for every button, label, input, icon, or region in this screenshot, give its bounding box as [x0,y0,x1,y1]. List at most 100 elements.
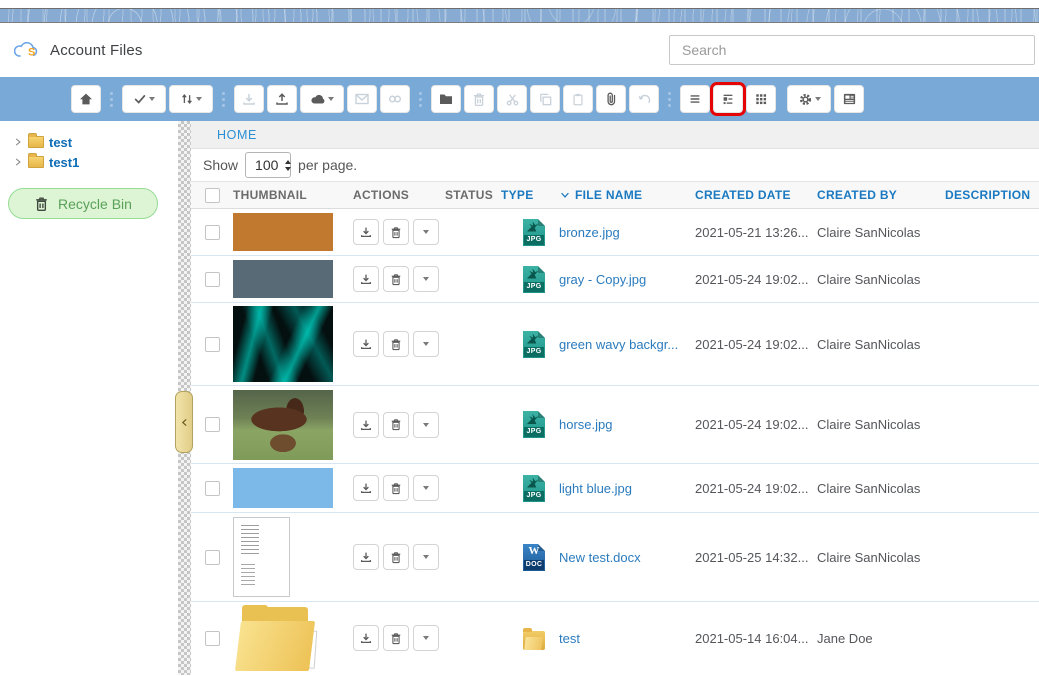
select-all-checkbox[interactable] [205,187,220,203]
sidebar-collapse-handle[interactable] [175,391,193,453]
link-button[interactable] [380,85,410,113]
cut-button[interactable] [497,85,527,113]
row-checkbox[interactable] [205,480,220,496]
file-thumbnail[interactable] [233,517,290,597]
row-more-button[interactable] [413,266,439,292]
breadcrumb-home[interactable]: HOME [217,127,257,142]
row-download-button[interactable] [353,625,379,651]
folder-tree-label[interactable]: test1 [49,154,80,170]
file-name-link[interactable]: horse.jpg [559,417,613,432]
row-download-button[interactable] [353,544,379,570]
file-name-link[interactable]: green wavy backgr... [559,336,679,352]
sidebar-splitter[interactable] [175,121,193,675]
row-more-button[interactable] [413,544,439,570]
file-thumbnail[interactable] [233,306,333,382]
file-name-link[interactable]: New test.docx [559,549,641,565]
recycle-bin-label: Recycle Bin [58,195,132,212]
chevron-left-icon [181,418,187,426]
row-checkbox[interactable] [205,549,220,565]
chevron-down-icon [423,486,429,490]
folder-icon [28,153,44,168]
row-download-button[interactable] [353,475,379,501]
file-name-link[interactable]: test [559,630,580,646]
row-checkbox[interactable] [205,417,220,432]
table-row: JPG gray - Copy.jpg 2021-05-24 19:02... … [191,256,1039,303]
file-thumbnail[interactable] [233,389,333,460]
detail-list-view-button[interactable] [713,85,743,113]
email-button[interactable] [347,85,377,113]
file-name-link[interactable]: bronze.jpg [559,224,620,240]
row-delete-button[interactable] [383,331,409,357]
delete-button[interactable] [464,85,494,113]
row-download-button[interactable] [353,219,379,245]
sidebar-item-test1[interactable]: test1 [0,152,178,172]
copy-icon [539,93,551,105]
row-checkbox[interactable] [205,336,220,352]
page-size-input[interactable]: 100 [245,152,292,178]
home-button[interactable] [71,85,101,113]
upload-button[interactable] [267,85,297,113]
row-more-button[interactable] [413,625,439,651]
folder-icon [440,94,452,104]
column-header-created-by[interactable]: CREATED BY [817,188,898,202]
row-checkbox[interactable] [205,271,220,287]
trash-icon [474,92,484,106]
file-thumbnail[interactable] [233,260,333,298]
paste-button[interactable] [563,85,593,113]
row-more-button[interactable] [413,219,439,245]
page-size-stepper[interactable] [285,159,292,171]
row-delete-button[interactable] [383,475,409,501]
undo-button[interactable] [629,85,659,113]
file-thumbnail[interactable] [233,213,333,251]
cloud-dropdown-button[interactable] [300,85,344,113]
row-checkbox[interactable] [205,630,220,646]
folder-type-icon [523,627,545,650]
row-download-button[interactable] [353,411,379,438]
row-checkbox[interactable] [205,224,220,240]
recycle-bin-button[interactable]: Recycle Bin [8,188,158,219]
folder-tree-label[interactable]: test [49,134,73,150]
row-download-button[interactable] [353,331,379,357]
new-folder-button[interactable] [431,85,461,113]
row-delete-button[interactable] [383,625,409,651]
sort-arrows-icon [182,94,192,104]
row-more-button[interactable] [413,411,439,438]
card-view-button[interactable] [834,85,864,113]
row-delete-button[interactable] [383,544,409,570]
breadcrumb: HOME [191,121,1039,149]
stepper-up-icon[interactable] [285,159,292,164]
column-header-file-name[interactable]: FILE NAME [559,188,695,202]
row-delete-button[interactable] [383,219,409,245]
copy-button[interactable] [530,85,560,113]
sidebar-item-test[interactable]: test [0,132,178,152]
row-delete-button[interactable] [383,266,409,292]
trash-icon [391,551,401,563]
settings-dropdown-button[interactable] [787,85,831,113]
attach-button[interactable] [596,85,626,113]
column-header-created-date[interactable]: CREATED DATE [695,188,791,202]
file-name-link[interactable]: light blue.jpg [559,480,632,496]
row-more-button[interactable] [413,331,439,357]
row-download-button[interactable] [353,266,379,292]
scissors-icon [506,93,518,106]
column-header-type[interactable]: TYPE [501,188,534,202]
stepper-down-icon[interactable] [285,166,292,171]
search-input[interactable] [669,35,1035,65]
jpg-file-icon: JPG [523,218,545,246]
select-dropdown-button[interactable] [122,85,166,113]
column-header-description[interactable]: DESCRIPTION [945,188,1031,202]
row-delete-button[interactable] [383,411,409,438]
folder-thumbnail[interactable] [233,605,325,671]
list-view-button[interactable] [680,85,710,113]
grid-view-button[interactable] [746,85,776,113]
created-date-cell: 2021-05-24 19:02... [695,417,809,432]
detail-list-icon [723,94,733,105]
row-more-button[interactable] [413,475,439,501]
file-name-link[interactable]: gray - Copy.jpg [559,271,647,287]
file-thumbnail[interactable] [233,468,333,508]
sort-dropdown-button[interactable] [169,85,213,113]
table-row: test 2021-05-14 16:04... Jane Doe [191,602,1039,674]
list-icon [690,95,700,103]
table-row: JPG green wavy backgr... 2021-05-24 19:0… [191,303,1039,386]
download-button[interactable] [234,85,264,113]
